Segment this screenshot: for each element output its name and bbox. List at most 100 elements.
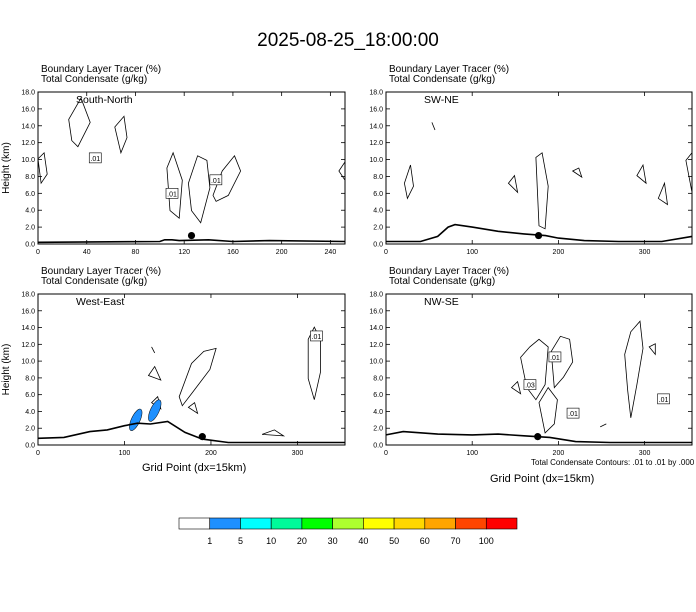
contour-label: .01	[167, 191, 177, 198]
contour-label: .01	[211, 178, 221, 185]
x-tick-label: 40	[83, 249, 91, 256]
location-marker	[534, 433, 542, 441]
y-tick-label: 14.0	[369, 325, 383, 332]
location-marker	[534, 231, 543, 240]
y-tick-label: 18.0	[369, 90, 383, 97]
y-tick-label: 18.0	[21, 292, 35, 299]
terrain-line	[385, 430, 692, 444]
colorbar-swatch	[455, 517, 487, 530]
contour-line	[307, 326, 321, 400]
y-tick-label: 18.0	[21, 90, 35, 97]
x-tick-label: 200	[276, 249, 288, 256]
location-marker	[198, 433, 206, 441]
contour-line	[178, 347, 217, 407]
panel3-label-condensate: Total Condensate (g/kg)	[41, 276, 148, 287]
x-tick-label: 200	[205, 450, 217, 457]
y-tick-label: 10.0	[21, 359, 35, 366]
plot-frame	[385, 293, 693, 446]
panel-nw-se: .01 .03 .01 .01 0 100 200 300 0.0 2.0 4.0 6.0 8.0 10.…	[369, 292, 693, 457]
contour-line	[68, 97, 91, 148]
y-tick-label: 12.0	[21, 342, 35, 349]
contour-line	[657, 181, 669, 206]
colorbar-label: 100	[479, 536, 494, 546]
contour-label: .01	[659, 397, 669, 404]
y-tick-label: 6.0	[25, 392, 35, 399]
contour-line	[338, 160, 346, 182]
y-tick-label: 10.0	[369, 359, 383, 366]
panel2-label-tracer: Boundary Layer Tracer (%)	[389, 64, 510, 75]
contour-line	[600, 423, 607, 428]
colorbar-swatch	[178, 517, 211, 530]
x-tick-label: 80	[132, 249, 140, 256]
y-tick-label: 2.0	[373, 225, 383, 232]
contour-line	[166, 151, 183, 219]
contour-label: .01	[568, 411, 578, 418]
colorbar-label: 70	[451, 536, 461, 546]
y-tick-label: 10.0	[369, 157, 383, 164]
panel-name: NW-SE	[424, 296, 459, 308]
contour-line	[37, 151, 48, 185]
x-tick-label: 200	[553, 450, 565, 457]
x-tick-label: 300	[639, 249, 651, 256]
y-tick-label: 8.0	[373, 375, 383, 382]
y-tick-label: 6.0	[373, 191, 383, 198]
y-tick-label: 0.0	[373, 242, 383, 249]
y-tick-label: 8.0	[25, 375, 35, 382]
y-tick-label: 2.0	[25, 225, 35, 232]
y-axis-label: Height (km)	[1, 142, 12, 194]
panel-name: West-East	[76, 296, 124, 308]
colorbar-swatch	[270, 517, 303, 530]
y-tick-label: 18.0	[369, 292, 383, 299]
contour-line	[507, 174, 519, 194]
contour-line	[431, 122, 436, 131]
colorbar-swatch	[240, 517, 272, 530]
terrain-line	[37, 420, 345, 444]
y-tick-label: 8.0	[25, 174, 35, 181]
y-tick-label: 16.0	[369, 308, 383, 315]
contour-line	[571, 167, 583, 179]
colorbar-swatch	[424, 517, 456, 530]
y-tick-label: 0.0	[25, 242, 35, 249]
panel1-label-condensate: Total Condensate (g/kg)	[41, 74, 148, 85]
contour-line	[648, 343, 656, 356]
y-tick-label: 4.0	[373, 208, 383, 215]
panel-west-east: .01 0 100 200 300 0.0 2.0 4.0 6.0 8.0 10.0 12.0 14.0…	[1, 292, 346, 457]
colorbar-swatch	[332, 517, 364, 530]
colorbar-label: 10	[266, 536, 276, 546]
contour-line	[520, 338, 549, 401]
y-tick-label: 6.0	[25, 191, 35, 198]
contour-line	[535, 152, 549, 230]
colorbar-swatch	[301, 517, 333, 530]
y-tick-label: 10.0	[21, 157, 35, 164]
x-tick-label: 100	[119, 450, 131, 457]
panel3-label-tracer: Boundary Layer Tracer (%)	[41, 266, 162, 277]
panel-sw-ne: 0 100 200 300 0.0 2.0 4.0 6.0 8.0 10.0 12.0 14.0 16.…	[369, 90, 693, 256]
contour-line	[403, 164, 414, 200]
y-axis-label: Height (km)	[1, 344, 12, 396]
contour-label: .01	[312, 334, 322, 341]
x-tick-label: 0	[36, 249, 40, 256]
y-tick-label: 12.0	[21, 140, 35, 147]
colorbar-label: 1	[207, 536, 212, 546]
contour-line	[114, 115, 128, 155]
y-tick-label: 4.0	[25, 208, 35, 215]
tracer-shading	[129, 408, 143, 431]
y-tick-label: 4.0	[373, 409, 383, 416]
colorbar-swatch	[363, 517, 395, 530]
colorbar-label: 50	[389, 536, 399, 546]
y-tick-label: 16.0	[21, 106, 35, 113]
x-tick-label: 100	[466, 249, 478, 256]
y-tick-label: 14.0	[21, 123, 35, 130]
colorbar-label: 30	[328, 536, 338, 546]
y-tick-label: 12.0	[369, 342, 383, 349]
contour-line	[685, 151, 693, 193]
colorbar-label: 40	[358, 536, 368, 546]
contour-line	[187, 155, 211, 224]
y-tick-label: 2.0	[373, 426, 383, 433]
contour-line	[510, 380, 522, 395]
x-tick-label: 300	[292, 450, 304, 457]
contour-label: .03	[525, 383, 535, 390]
y-tick-label: 14.0	[369, 123, 383, 130]
colorbar-swatch	[485, 517, 518, 530]
